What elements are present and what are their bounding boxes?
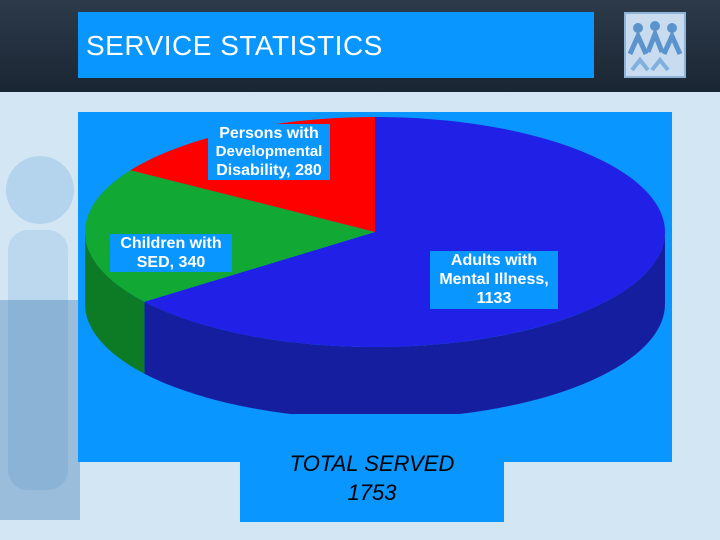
pie-side-children [85,232,145,374]
label-children: Children with SED, 340 [110,234,232,273]
total-served-label: TOTAL SERVED [289,451,455,476]
label-persons-line2: Developmental [215,143,323,161]
label-children-line1: Children with [120,235,222,252]
title-box: SERVICE STATISTICS [78,12,594,78]
label-persons-line1: Persons with [219,125,319,142]
pie-chart [84,117,666,419]
total-served-value: 1753 [347,479,397,505]
label-adults: Adults with Mental Illness, 1133 [430,251,558,309]
pie-side-adults [144,232,665,419]
label-adults-line3: 1133 [476,290,512,308]
total-served-box: TOTAL SERVED 1753 [240,414,504,522]
slide-title: SERVICE STATISTICS [86,30,383,61]
label-adults-line2: Mental Illness, [439,271,549,289]
label-persons-line3: Disability, 280 [216,162,322,180]
people-logo-icon [624,12,686,78]
label-children-line2: SED, 340 [136,254,206,272]
label-adults-line1: Adults with [450,252,538,269]
label-persons: Persons with Developmental Disability, 2… [208,124,330,181]
